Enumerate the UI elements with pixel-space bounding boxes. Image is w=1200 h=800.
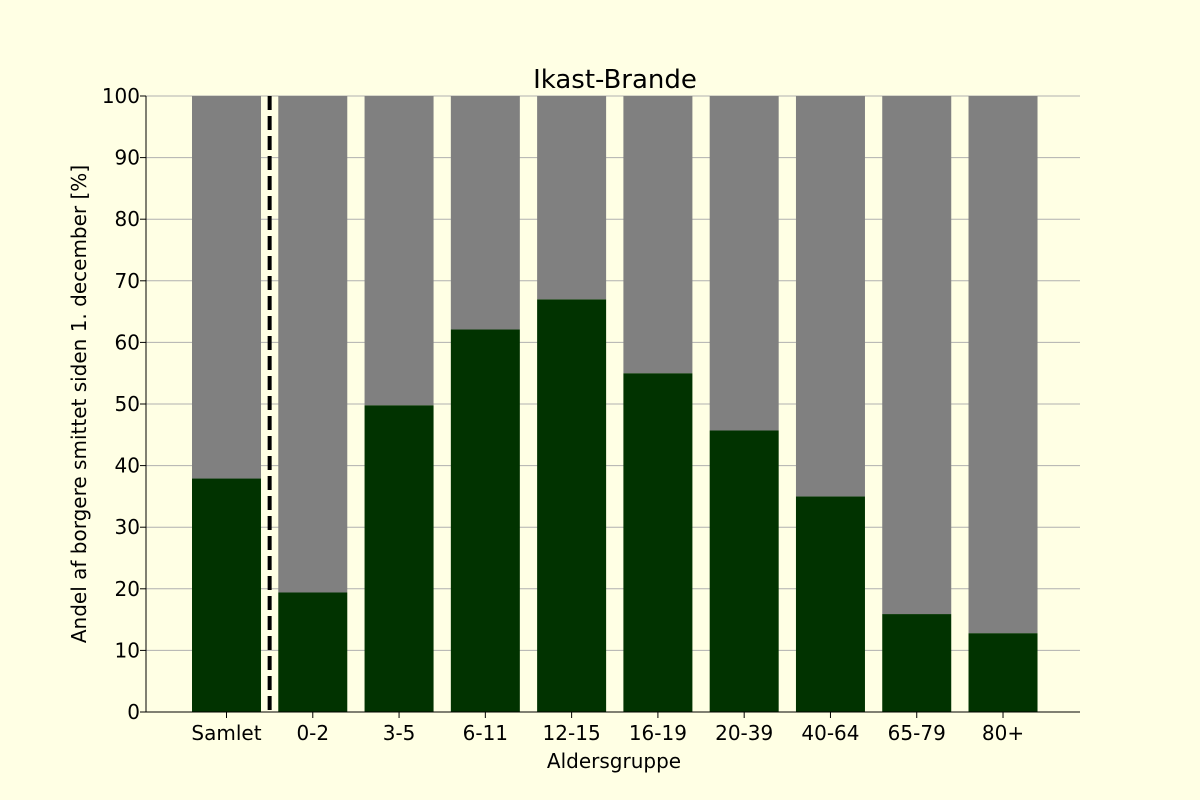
bar-20-39-segment-2 (709, 96, 779, 431)
bar-Samlet-segment-1 (192, 478, 261, 712)
x-tick-label: 3-5 (383, 721, 416, 745)
y-tick-label: 20 (115, 577, 140, 601)
y-tick-label: 30 (115, 515, 140, 539)
x-tick-label: 80+ (982, 721, 1024, 745)
x-tick-label: 6-11 (463, 721, 508, 745)
bar-0-2-segment-2 (278, 96, 348, 593)
bar-3-5-segment-2 (364, 96, 434, 406)
bar-6-11-segment-2 (450, 96, 520, 330)
bar-6-11-segment-1 (450, 329, 520, 712)
x-tick-labels: Samlet 0-2 3-5 6-11 12-15 16-19 20-39 40-64 65-7… (191, 712, 1024, 745)
bar-12-15-segment-1 (537, 299, 607, 712)
y-axis-label: Andel af borgere smittet siden 1. decemb… (67, 165, 91, 643)
y-tick-label: 80 (115, 207, 140, 231)
bar-16-19-segment-2 (623, 96, 693, 374)
y-tick-label: 70 (115, 269, 140, 293)
bar-80+-segment-1 (968, 633, 1038, 712)
bars (192, 96, 1038, 712)
bar-16-19-segment-1 (623, 373, 693, 712)
x-axis-label: Aldersgruppe (547, 749, 681, 773)
y-tick-label: 90 (115, 146, 140, 170)
x-tick-label: 40-64 (801, 721, 859, 745)
x-tick-label: 0-2 (296, 721, 329, 745)
x-tick-label: 65-79 (888, 721, 946, 745)
bar-0-2-segment-1 (278, 592, 348, 712)
chart-title: Ikast-Brande (533, 65, 697, 95)
y-tick-label: 10 (115, 638, 140, 662)
y-tick-label: 100 (102, 84, 140, 108)
x-tick-label: 16-19 (629, 721, 687, 745)
bar-40-64-segment-1 (795, 496, 865, 712)
x-tick-label: 20-39 (715, 721, 773, 745)
bar-80+-segment-2 (968, 96, 1038, 634)
y-tick-label: 40 (115, 454, 140, 478)
y-tick-labels: 0 10 20 30 40 50 60 70 80 90 100 (102, 84, 146, 724)
bar-65-79-segment-2 (882, 96, 952, 615)
x-tick-label: Samlet (191, 721, 261, 745)
bar-Samlet-segment-2 (192, 96, 261, 479)
bar-3-5-segment-1 (364, 405, 434, 712)
bar-40-64-segment-2 (795, 96, 865, 497)
y-tick-label: 60 (115, 330, 140, 354)
bar-65-79-segment-1 (882, 614, 952, 712)
y-tick-label: 0 (127, 700, 140, 724)
x-tick-label: 12-15 (543, 721, 601, 745)
bar-20-39-segment-1 (709, 430, 779, 712)
bar-12-15-segment-2 (537, 96, 607, 300)
y-tick-label: 50 (115, 392, 140, 416)
